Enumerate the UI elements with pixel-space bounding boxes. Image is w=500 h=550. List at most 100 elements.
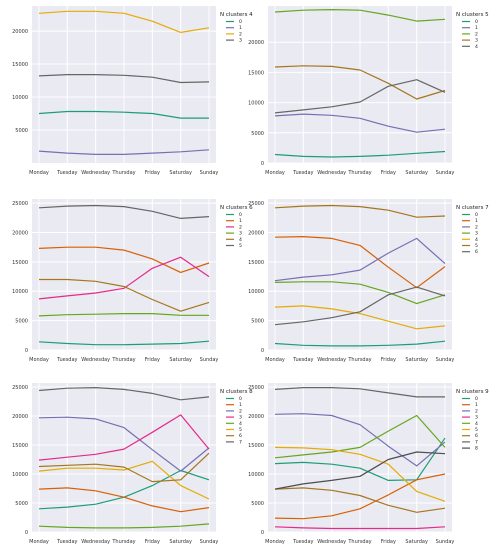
legend-entry: 2 xyxy=(475,408,478,414)
series-line-3 xyxy=(274,65,446,100)
series-line-4 xyxy=(274,79,446,114)
series-line-5 xyxy=(38,204,210,219)
x-tick-label: Wednesday xyxy=(81,170,110,176)
legend-entry: 1 xyxy=(475,25,478,31)
y-tick-label: 0 xyxy=(25,530,28,536)
legend-entry: 1 xyxy=(475,218,478,224)
legend-title: N clusters 8 xyxy=(220,389,253,395)
legend-entry: 0 xyxy=(475,396,478,402)
x-tick-label: Saturday xyxy=(405,539,428,545)
legend-entry: 4 xyxy=(475,421,478,427)
y-tick-label: 5000 xyxy=(15,501,28,507)
x-tick-label: Tuesday xyxy=(56,539,77,545)
y-tick-label: 5000 xyxy=(251,501,264,507)
y-tick-label: 20000 xyxy=(12,414,28,420)
x-tick-label: Sunday xyxy=(436,357,455,363)
legend-entry: 3 xyxy=(475,415,478,421)
y-tick-label: 0 xyxy=(25,348,28,354)
series-line-0 xyxy=(38,110,209,119)
x-tick-label: Monday xyxy=(265,539,285,545)
x-tick-label: Tuesday xyxy=(56,170,77,176)
x-tick-label: Wednesday xyxy=(81,357,110,363)
series-line-5 xyxy=(274,446,446,502)
legend-entry: 0 xyxy=(239,19,242,25)
x-tick-label: Wednesday xyxy=(317,539,346,545)
x-tick-label: Friday xyxy=(381,539,396,545)
x-tick-label: Monday xyxy=(265,170,285,176)
x-tick-label: Sunday xyxy=(200,539,219,545)
series-line-2 xyxy=(38,416,210,472)
series-line-4 xyxy=(274,414,446,459)
chart-panel: 0 5000 10000 15000 20000 25000 Monday Tuesday We… xyxy=(248,383,489,545)
y-tick-label: 15000 xyxy=(248,443,264,449)
legend-entry: 6 xyxy=(475,249,478,255)
x-tick-label: Saturday xyxy=(169,357,192,363)
y-tick-label: 5000 xyxy=(15,319,28,325)
x-tick-label: Saturday xyxy=(169,170,192,176)
legend-entry: 1 xyxy=(239,402,242,408)
legend-entry: 5 xyxy=(239,427,242,433)
series-line-4 xyxy=(38,523,210,529)
y-tick-label: 15000 xyxy=(12,260,28,266)
series-line-1 xyxy=(38,246,210,273)
legend-entry: 3 xyxy=(239,415,242,421)
legend-entry: 3 xyxy=(239,231,242,237)
series-line-2 xyxy=(274,413,446,467)
legend-entry: 5 xyxy=(475,427,478,433)
series-line-5 xyxy=(274,204,446,218)
legend-title: N clusters 4 xyxy=(220,12,253,18)
y-tick-label: 5000 xyxy=(15,128,28,134)
y-tick-label: 25000 xyxy=(12,385,28,391)
x-tick-label: Thursday xyxy=(347,539,371,545)
legend-entry: 0 xyxy=(239,212,242,218)
series-line-1 xyxy=(38,149,210,155)
legend-entry: 2 xyxy=(475,31,478,37)
legend-entry: 2 xyxy=(239,408,242,414)
series-line-1 xyxy=(274,473,446,520)
legend-entry: 4 xyxy=(475,44,478,50)
chart-panel: 5000 10000 15000 20000 Monday Tuesday Wednesda… xyxy=(12,6,253,176)
legend-entry: 2 xyxy=(239,224,242,230)
y-tick-label: 25000 xyxy=(248,385,264,391)
legend-entry: 2 xyxy=(239,31,242,37)
series-line-2 xyxy=(38,256,210,300)
legend-entry: 6 xyxy=(239,433,242,439)
y-tick-label: 10000 xyxy=(248,101,264,107)
legend-title: N clusters 7 xyxy=(456,205,489,211)
y-tick-label: 20000 xyxy=(12,230,28,236)
y-tick-label: 20000 xyxy=(248,414,264,420)
y-tick-label: 10000 xyxy=(248,289,264,295)
x-tick-label: Friday xyxy=(381,170,396,176)
x-tick-label: Sunday xyxy=(436,539,455,545)
series-line-3 xyxy=(38,313,209,317)
legend-entry: 4 xyxy=(239,237,242,243)
x-tick-label: Thursday xyxy=(111,170,135,176)
y-tick-label: 0 xyxy=(261,530,264,536)
series-line-7 xyxy=(38,387,210,401)
x-tick-label: Thursday xyxy=(111,539,135,545)
y-tick-label: 10000 xyxy=(12,95,28,101)
legend-entry: 4 xyxy=(239,421,242,427)
legend-entry: 1 xyxy=(475,402,478,408)
series-line-3 xyxy=(38,73,210,84)
series-line-1 xyxy=(38,487,210,513)
chart-panel: 0 5000 10000 15000 20000 25000 Monday Tuesday We… xyxy=(248,199,489,363)
x-tick-label: Wednesday xyxy=(81,539,110,545)
y-tick-label: 5000 xyxy=(251,319,264,325)
x-tick-label: Sunday xyxy=(200,170,219,176)
x-tick-label: Monday xyxy=(265,357,285,363)
chart-panel: 0 5000 10000 15000 20000 25000 Monday Tuesday We… xyxy=(12,383,253,545)
x-tick-label: Monday xyxy=(29,357,49,363)
series-line-0 xyxy=(274,340,446,347)
series-line-0 xyxy=(38,340,210,346)
y-tick-label: 0 xyxy=(261,348,264,354)
legend-entry: 0 xyxy=(475,212,478,218)
x-tick-label: Friday xyxy=(145,539,160,545)
x-tick-label: Sunday xyxy=(436,170,455,176)
x-tick-label: Thursday xyxy=(347,357,371,363)
y-tick-label: 20000 xyxy=(248,40,264,46)
y-tick-label: 10000 xyxy=(12,289,28,295)
series-line-2 xyxy=(274,9,446,22)
y-tick-label: 5000 xyxy=(251,131,264,137)
